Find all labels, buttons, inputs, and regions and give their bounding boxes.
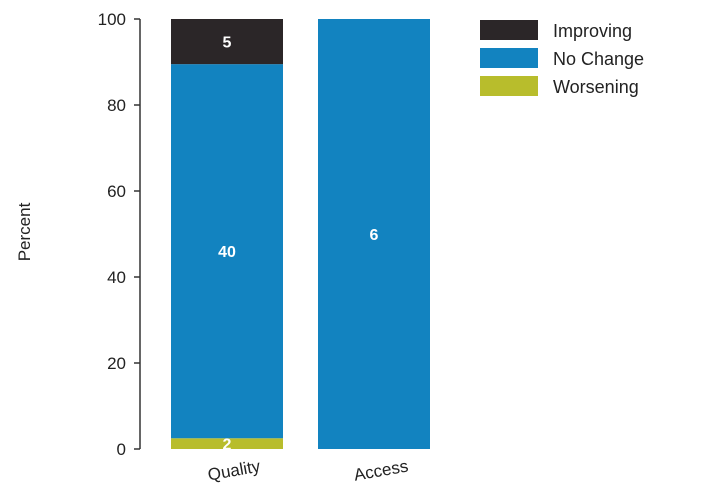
legend-label-worsening: Worsening — [553, 77, 639, 97]
legend-swatch-worsening — [480, 76, 538, 96]
legend-swatch-improving — [480, 20, 538, 40]
y-tick-label: 0 — [117, 440, 126, 459]
legend-swatch-no-change — [480, 48, 538, 68]
data-label-no-change: 40 — [218, 244, 236, 261]
legend: Improving No Change Worsening — [480, 20, 644, 97]
bar-segment-no-change — [318, 19, 430, 449]
y-axis-label: Percent — [15, 202, 34, 261]
bars: 2 40 5 6 — [171, 19, 430, 454]
x-axis-labels: Quality Access — [206, 456, 409, 484]
category-label: Access — [352, 456, 409, 484]
y-axis: 0 20 40 60 80 100 — [98, 10, 141, 459]
data-label-improving: 5 — [223, 35, 232, 52]
bar-segment-no-change — [171, 64, 283, 439]
y-tick-label: 100 — [98, 10, 126, 29]
y-tick-label: 20 — [107, 354, 126, 373]
legend-label-improving: Improving — [553, 21, 632, 41]
y-tick-label: 40 — [107, 268, 126, 287]
category-label: Quality — [206, 457, 262, 485]
legend-label-no-change: No Change — [553, 49, 644, 69]
bar-segment-improving — [171, 19, 283, 65]
data-label-no-change: 6 — [370, 227, 379, 244]
bar-segment-worsening — [171, 438, 283, 449]
data-label-worsening: 2 — [223, 437, 232, 454]
y-tick-label: 80 — [107, 96, 126, 115]
y-tick-label: 60 — [107, 182, 126, 201]
